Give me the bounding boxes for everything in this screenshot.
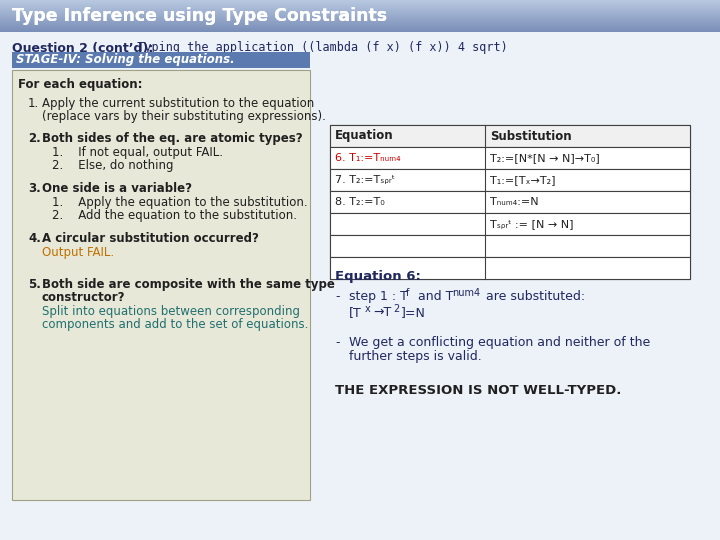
Text: Equation: Equation (335, 130, 394, 143)
Text: num4: num4 (452, 288, 480, 298)
Text: T₂:=[N*[N → N]→T₀]: T₂:=[N*[N → N]→T₀] (490, 153, 600, 163)
Text: [T: [T (349, 306, 361, 319)
Text: Substitution: Substitution (490, 130, 572, 143)
Text: Equation 6:: Equation 6: (335, 270, 421, 283)
Text: further steps is valid.: further steps is valid. (349, 350, 482, 363)
Text: (replace vars by their substituting expressions).: (replace vars by their substituting expr… (42, 110, 326, 123)
Text: Type Inference using Type Constraints: Type Inference using Type Constraints (12, 7, 387, 25)
Text: T₁:=[Tₓ→T₂]: T₁:=[Tₓ→T₂] (490, 175, 556, 185)
Text: 1.: 1. (28, 97, 40, 110)
Text: Apply the current substitution to the equation: Apply the current substitution to the eq… (42, 97, 314, 110)
Text: 1.    If not equal, output FAIL.: 1. If not equal, output FAIL. (52, 146, 223, 159)
Text: Typing the application ((lambda (f x) (f x)) 4 sqrt): Typing the application ((lambda (f x) (f… (123, 42, 508, 55)
Bar (12, 52, 310, 68)
Text: →T: →T (373, 306, 391, 319)
Text: Split into equations between corresponding: Split into equations between correspondi… (42, 305, 300, 318)
Text: step 1 : T: step 1 : T (349, 290, 408, 303)
Text: A circular substitution occurred?: A circular substitution occurred? (42, 232, 259, 245)
Text: 7. T₂:=Tₛᵨᵣᵗ: 7. T₂:=Tₛᵨᵣᵗ (335, 175, 395, 185)
Bar (330, 125, 690, 147)
Text: constructor?: constructor? (42, 291, 125, 304)
Text: STAGE-IV: Solving the equations.: STAGE-IV: Solving the equations. (16, 53, 235, 66)
Text: are substituted:: are substituted: (482, 290, 585, 303)
Text: components and add to the set of equations.: components and add to the set of equatio… (42, 318, 308, 331)
Text: 1.    Apply the equation to the substitution.: 1. Apply the equation to the substitutio… (52, 196, 307, 209)
Text: Output FAIL.: Output FAIL. (42, 246, 114, 259)
Bar (330, 125, 690, 279)
Text: We get a conflicting equation and neither of the: We get a conflicting equation and neithe… (349, 336, 650, 349)
Bar (330, 169, 690, 191)
Text: 2: 2 (393, 304, 400, 314)
Text: 8. T₂:=T₀: 8. T₂:=T₀ (335, 197, 384, 207)
Text: Tₙᵤₘ₄:=N: Tₙᵤₘ₄:=N (490, 197, 539, 207)
Bar (330, 213, 690, 235)
Bar (330, 191, 690, 213)
Text: -: - (335, 336, 340, 349)
Text: Tₛᵨᵣᵗ := [N → N]: Tₛᵨᵣᵗ := [N → N] (490, 219, 574, 229)
Text: One side is a variable?: One side is a variable? (42, 182, 192, 195)
Bar (330, 235, 690, 257)
Text: 5.: 5. (28, 278, 41, 291)
Text: 6. T₁:=Tₙᵤₘ₄: 6. T₁:=Tₙᵤₘ₄ (335, 153, 400, 163)
Text: -: - (335, 290, 340, 303)
Text: 2.: 2. (28, 132, 41, 145)
Bar (330, 147, 690, 169)
Text: For each equation:: For each equation: (18, 78, 143, 91)
Bar (12, 70, 310, 500)
Bar (330, 257, 690, 279)
Text: Type Inference using Type Constraints: Type Inference using Type Constraints (12, 7, 387, 25)
Text: Both side are composite with the same type: Both side are composite with the same ty… (42, 278, 335, 291)
Text: THE EXPRESSION IS NOT WELL-TYPED.: THE EXPRESSION IS NOT WELL-TYPED. (335, 384, 621, 397)
Text: Question 2 (cont’d):: Question 2 (cont’d): (12, 42, 153, 55)
Text: and T: and T (414, 290, 454, 303)
Text: x: x (365, 304, 371, 314)
Text: 2.    Add the equation to the substitution.: 2. Add the equation to the substitution. (52, 209, 297, 222)
Text: ]=N: ]=N (401, 306, 426, 319)
Text: f: f (406, 288, 410, 298)
Text: 2.    Else, do nothing: 2. Else, do nothing (52, 159, 174, 172)
Text: Both sides of the eq. are atomic types?: Both sides of the eq. are atomic types? (42, 132, 302, 145)
Text: 3.: 3. (28, 182, 41, 195)
Text: 4.: 4. (28, 232, 41, 245)
